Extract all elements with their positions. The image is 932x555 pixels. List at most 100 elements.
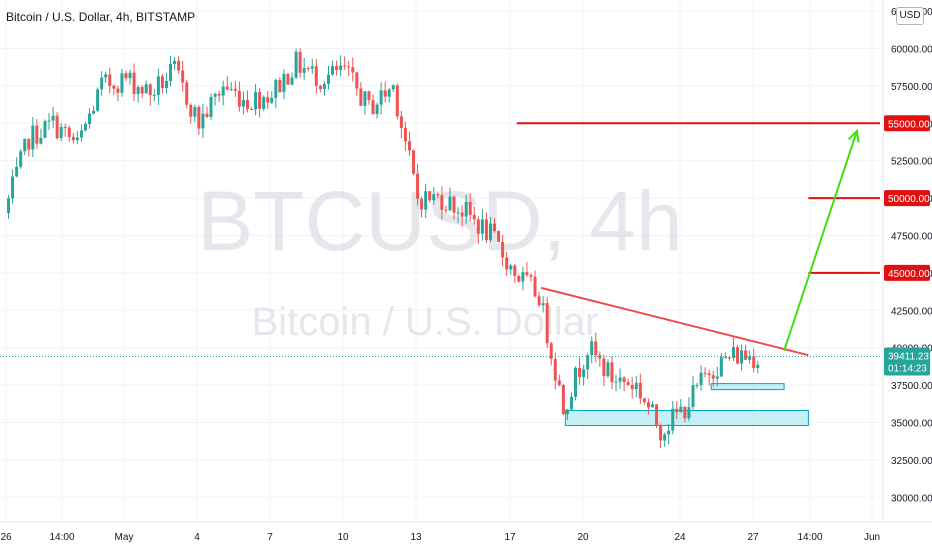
candle-body	[298, 51, 302, 73]
candle-body	[460, 212, 464, 217]
candle-body	[67, 127, 71, 137]
candle-body	[169, 64, 173, 81]
candle-body	[140, 87, 144, 94]
candle-body	[245, 99, 249, 110]
candle-body	[286, 73, 290, 85]
candle-body	[367, 91, 371, 101]
candle-body	[47, 120, 51, 122]
candle-body	[63, 126, 67, 128]
candle-body	[521, 272, 525, 282]
candle-body	[152, 94, 156, 96]
candle-body	[278, 79, 282, 93]
candle-body	[525, 272, 529, 276]
candle-body	[590, 341, 594, 356]
candle-body	[116, 88, 120, 93]
candle-body	[679, 406, 683, 413]
candle-body	[416, 173, 420, 199]
candle-body	[448, 196, 452, 211]
candle-body	[505, 257, 509, 270]
candle-body	[148, 84, 152, 96]
candle-body	[55, 115, 59, 139]
candle-body	[120, 73, 124, 93]
candle-body	[476, 219, 480, 234]
candle-body	[659, 425, 663, 441]
candle-body	[602, 358, 606, 377]
candle-body	[630, 384, 634, 390]
time-tick-label: 26	[0, 532, 12, 543]
candle-body	[723, 357, 727, 359]
level-price-label: 50000.00	[888, 194, 930, 205]
candle-body	[420, 198, 424, 210]
time-axis[interactable]: 26 14:00 May 4 7 10 13 17 20 24 27 14:00 Jun	[0, 521, 932, 543]
candle-body	[379, 90, 383, 105]
candle-body	[731, 347, 735, 359]
time-tick-label: May	[115, 532, 134, 543]
candle-body	[193, 107, 197, 117]
candle-body	[557, 380, 561, 386]
candle-body	[497, 230, 501, 242]
candle-body	[339, 65, 343, 70]
candle-body	[622, 377, 626, 383]
candle-body	[436, 194, 440, 196]
price-tick-label: 32500.00	[891, 456, 932, 467]
price-axis[interactable]: 30000.0032500.0035000.0037500.0040000.00…	[882, 0, 932, 522]
candle-body	[456, 212, 460, 214]
candle-body	[43, 121, 47, 138]
candle-body	[663, 434, 667, 441]
candle-body	[569, 396, 573, 410]
symbol-title[interactable]: Bitcoin / U.S. Dollar, 4h, BITSTAMP	[6, 10, 196, 24]
candles	[7, 48, 760, 449]
time-tick-label: 13	[410, 532, 422, 543]
candle-body	[424, 191, 428, 210]
candle-body	[209, 96, 213, 117]
candle-body	[736, 347, 740, 364]
level-price-tag	[884, 115, 930, 132]
target-arrow-head	[847, 128, 860, 143]
currency-badge[interactable]: USD	[896, 7, 924, 25]
candle-body	[83, 124, 87, 131]
candle-body	[79, 130, 83, 138]
candle-body	[241, 99, 245, 107]
candle-body	[650, 404, 654, 408]
candle-body	[488, 223, 492, 241]
candle-body	[75, 137, 79, 141]
time-tick-label: 14:00	[49, 532, 74, 543]
candle-body	[363, 91, 367, 106]
candle-body	[108, 74, 112, 86]
candle-body	[213, 93, 217, 97]
candle-body	[15, 166, 19, 177]
candle-body	[201, 113, 205, 129]
candle-body	[484, 219, 488, 241]
candle-body	[35, 125, 39, 144]
candle-body	[282, 73, 286, 93]
candle-body	[428, 191, 432, 201]
candle-body	[646, 402, 650, 408]
candle-body	[250, 109, 254, 111]
candle-body	[626, 382, 630, 385]
candle-body	[343, 65, 347, 67]
candle-body	[614, 381, 618, 383]
candle-body	[501, 241, 505, 258]
candle-body	[181, 70, 185, 83]
candle-body	[233, 88, 237, 91]
candle-body	[314, 66, 318, 86]
watermark: BTCUSD, 4h Bitcoin / U.S. Dollar	[197, 174, 682, 344]
time-tick-label: 27	[747, 532, 759, 543]
candle-body	[318, 85, 322, 89]
candle-body	[606, 362, 610, 377]
candle-body	[359, 88, 363, 106]
candle-body	[545, 303, 549, 344]
candle-body	[687, 407, 691, 419]
candle-body	[19, 151, 23, 167]
candle-body	[642, 398, 646, 403]
candle-body	[517, 275, 521, 282]
candle-body	[375, 104, 379, 115]
candle-body	[112, 85, 116, 89]
candle-body	[262, 97, 266, 109]
candle-body	[703, 372, 707, 374]
candle-body	[217, 93, 221, 96]
candle-body	[537, 296, 541, 306]
candle-body	[7, 198, 11, 214]
